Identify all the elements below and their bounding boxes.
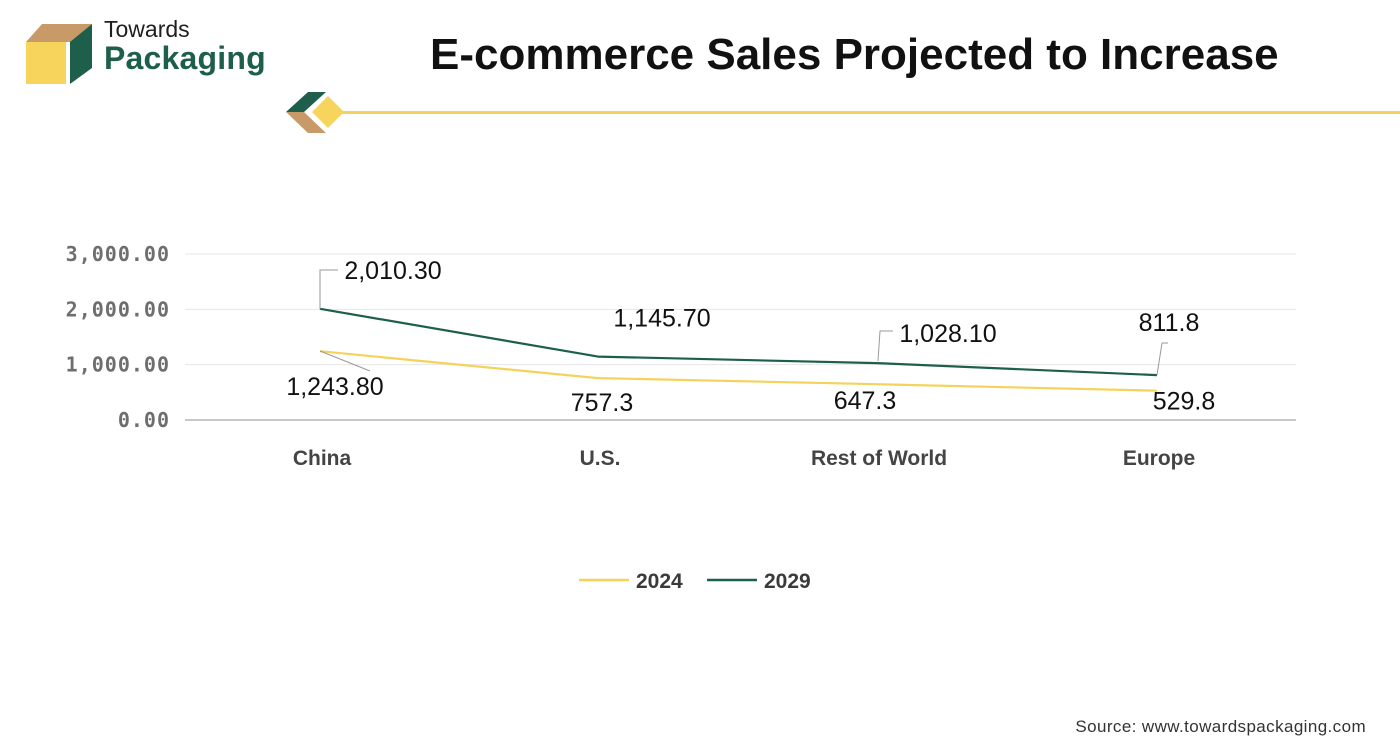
- x-tick-label: U.S.: [580, 447, 621, 470]
- data-label-2024: 647.3: [834, 387, 897, 415]
- data-label-2024: 1,243.80: [286, 373, 383, 401]
- x-tick-label: Rest of World: [811, 447, 947, 470]
- legend-label-2029: 2029: [764, 570, 811, 593]
- label-leader-line: [1156, 342, 1168, 376]
- source-note: Source: www.towardspackaging.com: [1075, 717, 1366, 736]
- data-labels: 1,243.80 757.3 647.3 529.8 2,010.30 1,145.70 1…: [286, 257, 1215, 417]
- data-label-2029: 1,028.10: [899, 320, 996, 348]
- legend: 2024 2029: [579, 570, 811, 593]
- y-tick-label: 1,000.00: [66, 353, 170, 377]
- data-label-2029: 2,010.30: [344, 257, 441, 285]
- title-divider: [286, 92, 1400, 133]
- y-tick-label: 0.00: [118, 408, 170, 432]
- chart-title: E-commerce Sales Projected to Increase: [430, 30, 1279, 79]
- x-tick-label: China: [293, 447, 352, 470]
- series-lines: [319, 307, 1158, 392]
- package-box-icon: [26, 24, 92, 84]
- series-line-2024: [319, 350, 1158, 392]
- series-line-2029: [319, 307, 1158, 377]
- data-label-2029: 1,145.70: [613, 305, 710, 333]
- y-tick-label: 3,000.00: [66, 242, 170, 266]
- y-tick-label: 2,000.00: [66, 297, 170, 321]
- data-label-2029: 811.8: [1139, 309, 1200, 337]
- gridlines: [185, 253, 1296, 421]
- brand-logo: Towards Packaging: [24, 14, 304, 94]
- x-tick-label: Europe: [1123, 447, 1195, 470]
- divider-line: [330, 111, 1400, 114]
- label-leader-line: [877, 330, 893, 362]
- y-axis-ticks: 0.00 1,000.00 2,000.00 3,000.00: [66, 242, 170, 432]
- brand-name-top: Towards: [104, 16, 190, 42]
- label-leader-line: [319, 269, 338, 309]
- legend-label-2024: 2024: [636, 570, 683, 593]
- brand-name-bottom: Packaging: [104, 40, 266, 76]
- label-leader-line: [319, 350, 371, 372]
- diamond-accent-icon: [286, 92, 344, 133]
- data-label-2024: 529.8: [1153, 388, 1216, 416]
- x-axis-ticks: China U.S. Rest of World Europe: [293, 447, 1195, 470]
- data-label-2024: 757.3: [571, 389, 634, 417]
